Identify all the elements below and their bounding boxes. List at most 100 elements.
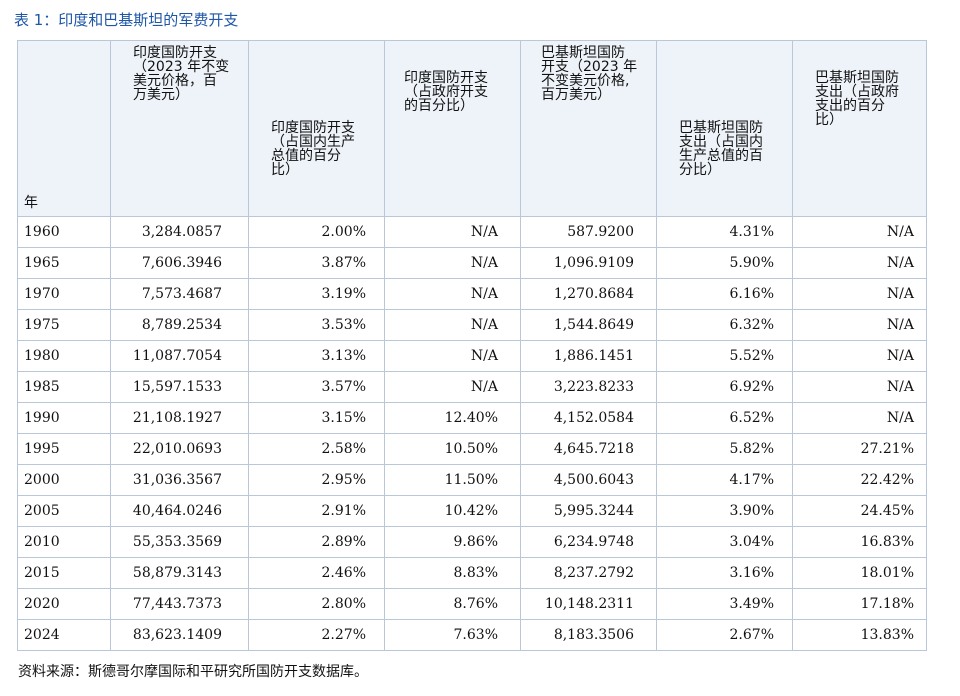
header-line: （占政府开支 [404, 84, 488, 100]
cell-year: 2020 [17, 588, 111, 620]
table-row: 2010 55,353.3569 2.89% 9.86% 6,234.9748 3.04%… [17, 526, 927, 558]
header-line: （占国内生产 [271, 134, 355, 150]
cell-india-gov-pct: N/A [384, 371, 521, 403]
header-year: 年 [17, 40, 111, 217]
cell-india-gdp-pct: 3.53% [248, 309, 385, 341]
cell-year: 1980 [17, 340, 111, 372]
cell-year: 2015 [17, 557, 111, 589]
cell-pak-gov-pct: 24.45% [792, 495, 927, 527]
cell-pak-spend: 10,148.2311 [520, 588, 657, 620]
header-line: 万美元） [133, 87, 189, 103]
cell-india-gdp-pct: 2.89% [248, 526, 385, 558]
cell-india-spend: 22,010.0693 [110, 433, 249, 465]
cell-india-spend: 83,623.1409 [110, 619, 249, 651]
cell-india-gdp-pct: 2.58% [248, 433, 385, 465]
header-line: 印度国防开支 [271, 120, 355, 136]
header-line: 比） [271, 162, 299, 178]
cell-india-gdp-pct: 3.19% [248, 278, 385, 310]
cell-year: 1965 [17, 247, 111, 279]
cell-pak-gov-pct: N/A [792, 247, 927, 279]
cell-pak-spend: 3,223.8233 [520, 371, 657, 403]
cell-pak-gov-pct: 22.42% [792, 464, 927, 496]
header-india-gov: 印度国防开支 （占政府开支 的百分比） [384, 40, 521, 217]
cell-india-gov-pct: N/A [384, 340, 521, 372]
cell-year: 1990 [17, 402, 111, 434]
cell-year: 1960 [17, 216, 111, 248]
cell-pak-spend: 4,500.6043 [520, 464, 657, 496]
cell-india-gov-pct: 7.63% [384, 619, 521, 651]
table-row: 2024 83,623.1409 2.27% 7.63% 8,183.3506 2.67%… [17, 619, 927, 651]
cell-pak-gov-pct: N/A [792, 340, 927, 372]
header-india-gdp: 印度国防开支 （占国内生产 总值的百分 比） [248, 40, 385, 217]
source-note: 资料来源：斯德哥尔摩国际和平研究所国防开支数据库。 [18, 664, 368, 680]
cell-pak-gdp-pct: 2.67% [656, 619, 793, 651]
cell-pak-gdp-pct: 3.90% [656, 495, 793, 527]
header-line: 支出的百分 [815, 98, 885, 114]
cell-india-spend: 7,573.4687 [110, 278, 249, 310]
cell-india-gdp-pct: 2.46% [248, 557, 385, 589]
table-row: 1995 22,010.0693 2.58% 10.50% 4,645.7218 5.82… [17, 433, 927, 465]
cell-india-gov-pct: 10.42% [384, 495, 521, 527]
header-line: 支出（占政府 [815, 84, 899, 100]
cell-pak-gdp-pct: 5.52% [656, 340, 793, 372]
header-line: 巴基斯坦国防 [679, 120, 763, 136]
cell-india-gov-pct: N/A [384, 278, 521, 310]
table-row: 1960 3,284.0857 2.00% N/A 587.9200 4.31% N/A [17, 216, 927, 248]
cell-india-gdp-pct: 3.57% [248, 371, 385, 403]
header-line: 百万美元） [541, 87, 611, 103]
cell-pak-gov-pct: N/A [792, 402, 927, 434]
cell-pak-gdp-pct: 5.90% [656, 247, 793, 279]
table-row: 1985 15,597.1533 3.57% N/A 3,223.8233 6.92% N/… [17, 371, 927, 403]
cell-india-gdp-pct: 3.13% [248, 340, 385, 372]
cell-pak-spend: 4,152.0584 [520, 402, 657, 434]
cell-pak-gov-pct: N/A [792, 309, 927, 341]
table-row: 2020 77,443.7373 2.80% 8.76% 10,148.2311 3.49… [17, 588, 927, 620]
cell-india-spend: 31,036.3567 [110, 464, 249, 496]
table-title: 表 1：印度和巴基斯坦的军费开支 [14, 11, 239, 29]
cell-pak-gov-pct: 27.21% [792, 433, 927, 465]
cell-pak-gdp-pct: 3.04% [656, 526, 793, 558]
table-row: 2000 31,036.3567 2.95% 11.50% 4,500.6043 4.17… [17, 464, 927, 496]
header-line: 印度国防开支 [133, 45, 217, 61]
cell-india-gdp-pct: 3.15% [248, 402, 385, 434]
cell-india-gov-pct: 8.76% [384, 588, 521, 620]
cell-india-spend: 8,789.2534 [110, 309, 249, 341]
cell-pak-spend: 8,237.2792 [520, 557, 657, 589]
table-row: 1990 21,108.1927 3.15% 12.40% 4,152.0584 6.52… [17, 402, 927, 434]
cell-india-spend: 21,108.1927 [110, 402, 249, 434]
cell-india-gdp-pct: 2.27% [248, 619, 385, 651]
cell-pak-gdp-pct: 6.52% [656, 402, 793, 434]
cell-india-spend: 3,284.0857 [110, 216, 249, 248]
cell-pak-gov-pct: 18.01% [792, 557, 927, 589]
cell-india-spend: 7,606.3946 [110, 247, 249, 279]
cell-pak-spend: 587.9200 [520, 216, 657, 248]
header-line: 生产总值的百 [679, 148, 763, 164]
cell-india-spend: 11,087.7054 [110, 340, 249, 372]
cell-pak-spend: 1,270.8684 [520, 278, 657, 310]
table-row: 1980 11,087.7054 3.13% N/A 1,886.1451 5.52% N/… [17, 340, 927, 372]
cell-india-gov-pct: N/A [384, 216, 521, 248]
cell-pak-gov-pct: 16.83% [792, 526, 927, 558]
header-line: 巴基斯坦国防 [541, 45, 625, 61]
cell-india-gov-pct: N/A [384, 309, 521, 341]
cell-india-spend: 55,353.3569 [110, 526, 249, 558]
cell-pak-gdp-pct: 6.16% [656, 278, 793, 310]
cell-india-gov-pct: 11.50% [384, 464, 521, 496]
cell-year: 1995 [17, 433, 111, 465]
cell-pak-gdp-pct: 4.31% [656, 216, 793, 248]
cell-year: 1970 [17, 278, 111, 310]
table-row: 2005 40,464.0246 2.91% 10.42% 5,995.3244 3.90… [17, 495, 927, 527]
cell-pak-spend: 8,183.3506 [520, 619, 657, 651]
cell-india-gdp-pct: 2.91% [248, 495, 385, 527]
cell-india-spend: 40,464.0246 [110, 495, 249, 527]
table-row: 1975 8,789.2534 3.53% N/A 1,544.8649 6.32% N/A [17, 309, 927, 341]
cell-pak-gdp-pct: 5.82% [656, 433, 793, 465]
header-line: 巴基斯坦国防 [815, 70, 899, 86]
cell-pak-gdp-pct: 3.49% [656, 588, 793, 620]
header-pak-gov: 巴基斯坦国防 支出（占政府 支出的百分 比） [792, 40, 927, 217]
header-line: 开支（2023 年 [541, 59, 638, 75]
cell-year: 2000 [17, 464, 111, 496]
cell-pak-spend: 6,234.9748 [520, 526, 657, 558]
cell-year: 1985 [17, 371, 111, 403]
cell-year: 2024 [17, 619, 111, 651]
